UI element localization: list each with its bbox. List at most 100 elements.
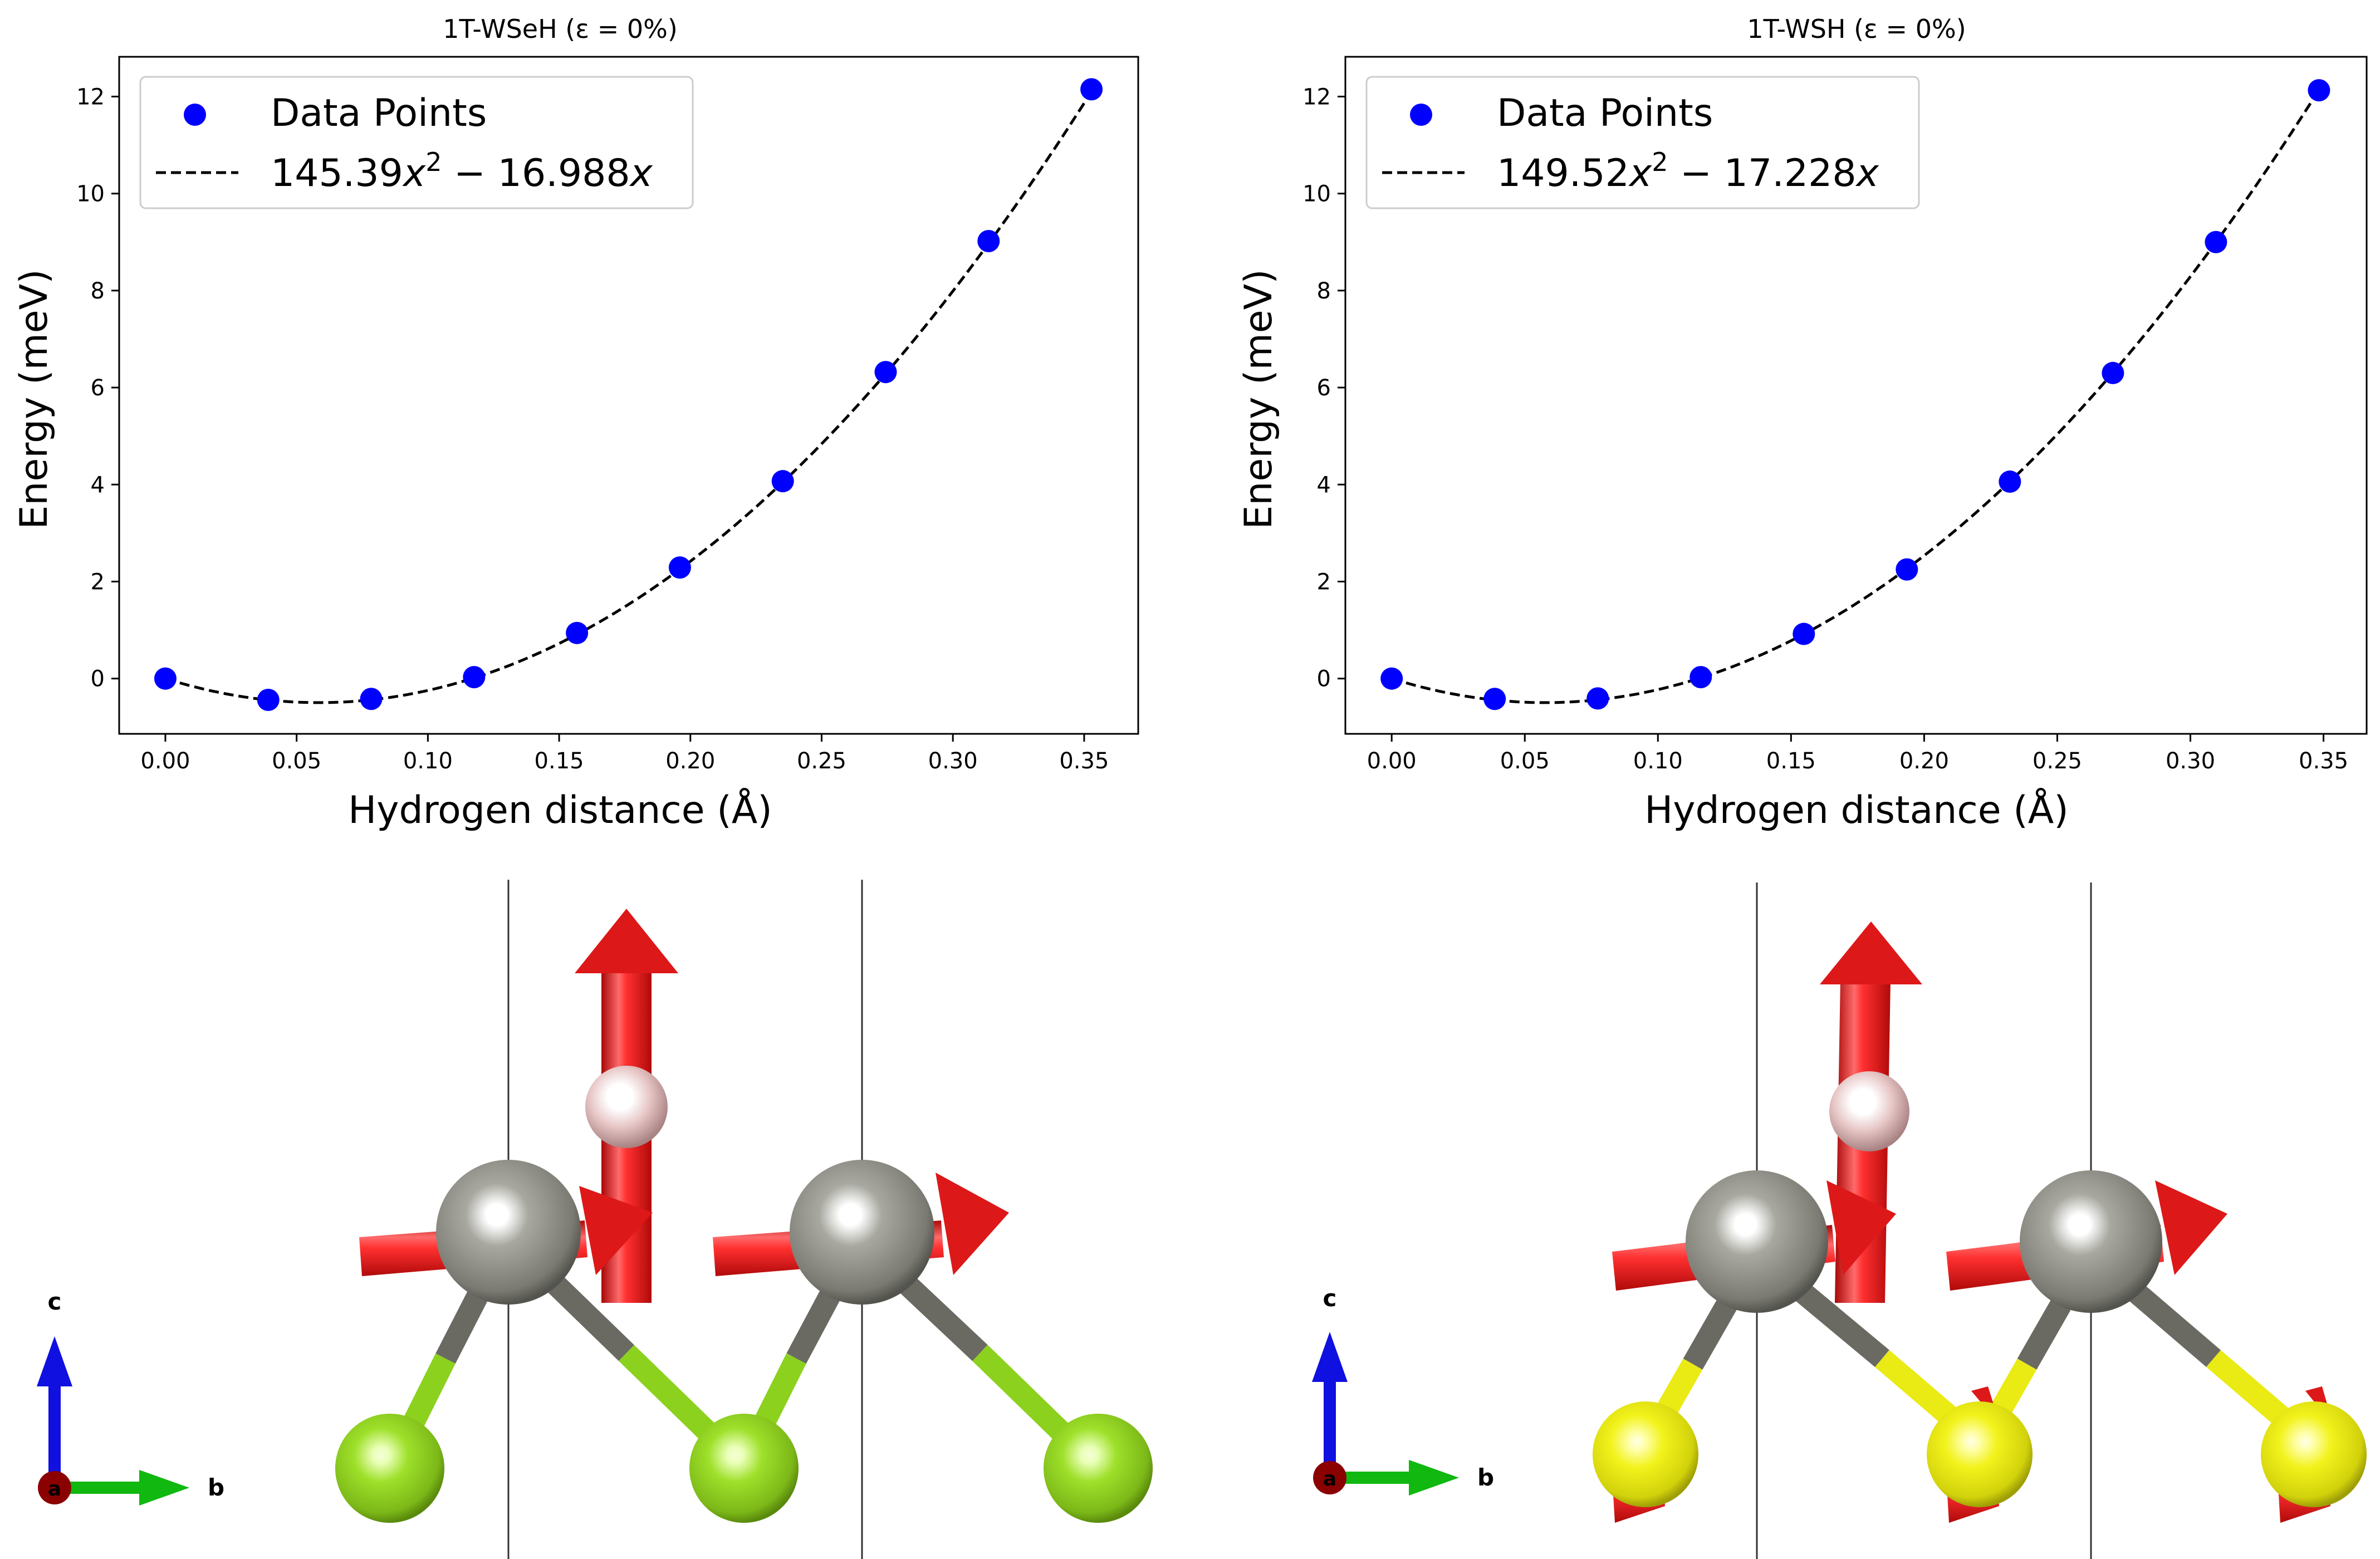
data-point xyxy=(668,556,691,579)
selenium-atom xyxy=(689,1414,799,1523)
plot-area: 0.00 0.05 0.10 0.15 0.20 0.25 0.30 0.35 0 2 4 6 8 10 1… xyxy=(1302,56,2368,774)
x-tick-label: 0.35 xyxy=(1059,748,1109,774)
y-tick-label: 6 xyxy=(1317,375,1331,401)
y-tick-label: 4 xyxy=(91,472,105,498)
axis-label-c: c xyxy=(48,1288,62,1315)
data-point xyxy=(874,361,897,384)
w-se-bond xyxy=(878,1256,1085,1456)
x-tick-label: 0.30 xyxy=(928,748,978,774)
legend-formula-part: − 16.988 xyxy=(442,151,630,195)
y-tick-label: 2 xyxy=(1317,569,1331,595)
legend-label-fit: 145.39x2 − 16.988x xyxy=(271,147,653,195)
legend-formula-part: x xyxy=(402,151,426,195)
y-tick-label: 10 xyxy=(1302,182,1331,207)
legend-formula-part: 149.52 xyxy=(1497,151,1629,195)
sulfur-atom xyxy=(1593,1401,1698,1507)
y-tick-label: 2 xyxy=(91,569,105,595)
x-tick-label: 0.20 xyxy=(1899,748,1949,774)
legend-formula-part: − 17.228 xyxy=(1668,151,1856,195)
data-point xyxy=(1793,622,1815,645)
chart-title: 1T-WSeH (ε = 0%) xyxy=(443,14,678,44)
legend-formula-part: x xyxy=(1628,151,1652,195)
data-point xyxy=(1896,558,1918,581)
legend-label-points: Data Points xyxy=(271,91,487,135)
y-tick-label: 0 xyxy=(91,666,105,692)
hydrogen-atom xyxy=(1829,1071,1909,1151)
x-axis-label: Hydrogen distance (Å) xyxy=(348,787,772,832)
data-point xyxy=(1999,470,2021,493)
chart-wsh: 1T-WSH (ε = 0%) 0.00 0.05 0.10 0.15 0.20 0.25… xyxy=(1237,14,2368,832)
chart-title: 1T-WSH (ε = 0%) xyxy=(1747,14,1966,44)
axis-label-c: c xyxy=(1323,1285,1337,1312)
data-point xyxy=(566,621,589,644)
data-point xyxy=(1080,78,1103,101)
plot-area: 0.00 0.05 0.10 0.15 0.20 0.25 0.30 0.35 0 2 4 6 8 10 1… xyxy=(76,56,1139,774)
sulfur-atom xyxy=(2261,1401,2367,1507)
tungsten-atom xyxy=(436,1160,581,1305)
y-tick-label: 8 xyxy=(1317,278,1331,304)
data-point xyxy=(257,689,280,712)
tungsten-atom xyxy=(790,1160,934,1305)
data-point xyxy=(463,666,486,689)
legend-box xyxy=(139,76,694,209)
x-tick-label: 0.10 xyxy=(403,748,453,774)
data-point xyxy=(1380,667,1403,690)
axis-label-b: b xyxy=(208,1474,224,1501)
x-tick-label: 0.35 xyxy=(2299,748,2348,774)
data-point xyxy=(977,230,1000,253)
legend-box xyxy=(1365,76,1920,209)
x-tick-label: 0.15 xyxy=(535,748,584,774)
data-point xyxy=(1586,687,1609,710)
x-tick-label: 0.10 xyxy=(1633,748,1683,774)
data-point xyxy=(360,688,383,710)
y-axis-label: Energy (meV) xyxy=(1237,269,1281,529)
x-tick-label: 0.05 xyxy=(1500,748,1550,774)
legend-formula-part: 2 xyxy=(1652,147,1668,177)
y-tick-label: 12 xyxy=(76,84,105,110)
x-tick-label: 0.25 xyxy=(2033,748,2082,774)
y-tick-label: 4 xyxy=(1317,472,1331,498)
x-tick-label: 0.30 xyxy=(2166,748,2215,774)
data-point xyxy=(154,667,177,690)
legend-formula-part: 145.39 xyxy=(271,151,403,195)
fit-curve xyxy=(1391,89,2320,704)
structure-wseh: c b a xyxy=(37,880,1153,1559)
axes-frame xyxy=(118,56,1139,735)
hydrogen-atom xyxy=(585,1066,668,1148)
legend-label-points: Data Points xyxy=(1497,91,1713,135)
legend-formula-part: x xyxy=(1855,151,1879,195)
chart-wseh: 1T-WSeH (ε = 0%) 0.00 0.05 0.10 0.15 0.20 0.2… xyxy=(12,14,1139,832)
legend-formula-part: 2 xyxy=(425,147,442,177)
y-tick-label: 12 xyxy=(1302,84,1331,110)
structure-wsh: c b a xyxy=(1312,883,2367,1559)
axis-indicator: c b a xyxy=(37,1288,224,1506)
legend-marker xyxy=(184,104,206,126)
selenium-atom xyxy=(1044,1414,1153,1523)
x-axis-label: Hydrogen distance (Å) xyxy=(1644,787,2069,832)
legend-label-fit: 149.52x2 − 17.228x xyxy=(1497,147,1879,195)
x-tick-label: 0.00 xyxy=(1367,748,1417,774)
x-tick-label: 0.00 xyxy=(140,748,190,774)
axis-label-a: a xyxy=(1323,1468,1336,1491)
y-tick-label: 8 xyxy=(91,278,105,304)
axis-label-b: b xyxy=(1477,1464,1494,1491)
sulfur-atom xyxy=(1927,1401,2033,1507)
x-tick-label: 0.05 xyxy=(272,748,321,774)
data-point xyxy=(771,470,794,493)
y-tick-label: 10 xyxy=(76,182,105,207)
data-point xyxy=(2205,231,2227,253)
tungsten-atom xyxy=(1686,1170,1828,1313)
y-axis-label: Energy (meV) xyxy=(12,269,56,529)
axes-frame xyxy=(1344,56,2368,735)
y-tick-label: 6 xyxy=(91,375,105,401)
data-point xyxy=(1689,666,1712,689)
data-point xyxy=(2308,79,2330,102)
axis-indicator: c b a xyxy=(1312,1285,1494,1496)
x-tick-label: 0.25 xyxy=(797,748,846,774)
data-point xyxy=(2102,361,2124,384)
legend-marker xyxy=(1410,104,1432,126)
fit-curve xyxy=(165,91,1093,704)
